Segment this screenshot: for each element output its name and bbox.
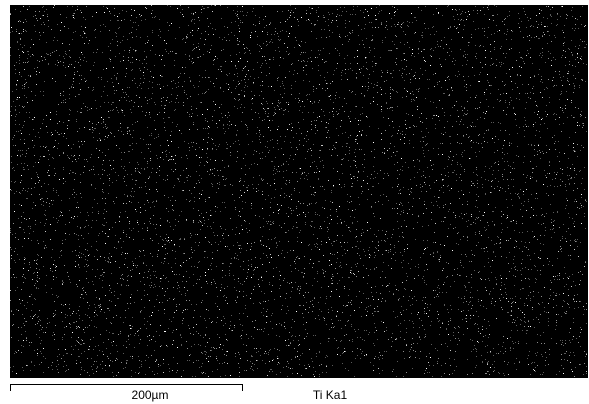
element-map [10,5,588,378]
element-label: Ti Ka1 [313,388,348,402]
map-pixels [10,5,587,377]
map-pixel-layer [10,5,587,377]
scale-bar-label: 200µm [132,388,169,402]
